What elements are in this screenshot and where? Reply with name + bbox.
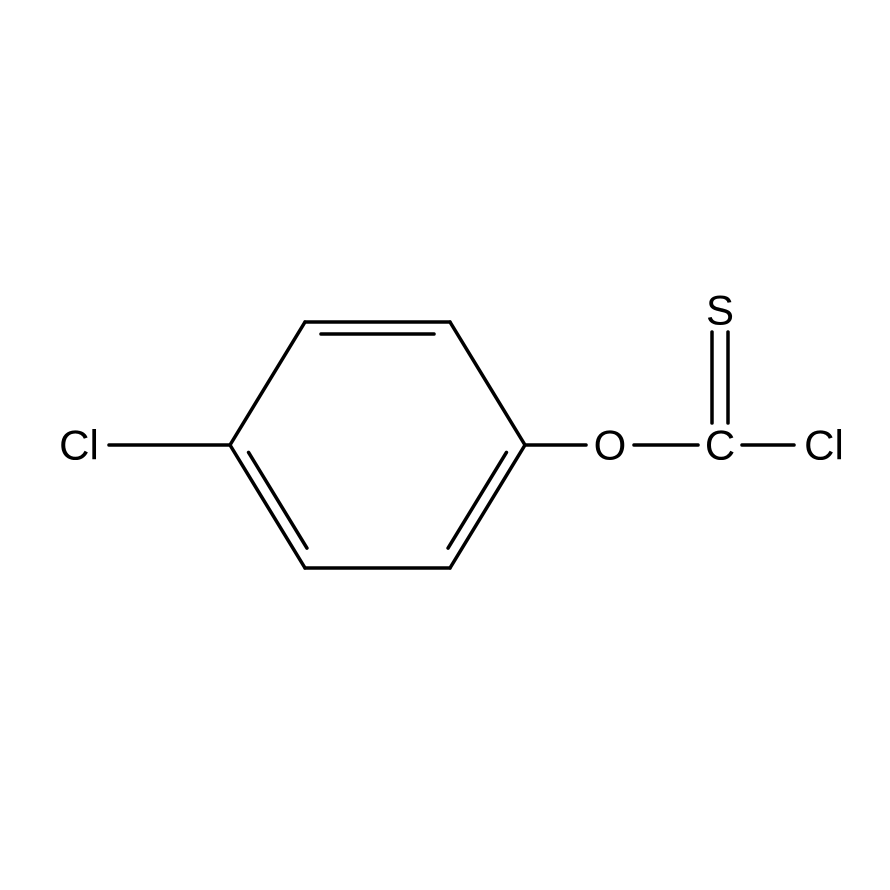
bond-line	[249, 452, 307, 548]
bond-line	[448, 452, 506, 548]
bond-line	[230, 322, 305, 445]
atom-label-s: S	[706, 287, 734, 334]
bond-line	[450, 322, 525, 445]
bond-line	[230, 445, 305, 568]
bond-line	[450, 445, 525, 568]
atom-label-o: O	[594, 422, 627, 469]
atom-label-cl: Cl	[804, 422, 844, 469]
chemical-structure-diagram: Cl O C Cl S	[0, 0, 890, 890]
atom-label-c: C	[705, 422, 735, 469]
atom-label-cl: Cl	[59, 422, 99, 469]
